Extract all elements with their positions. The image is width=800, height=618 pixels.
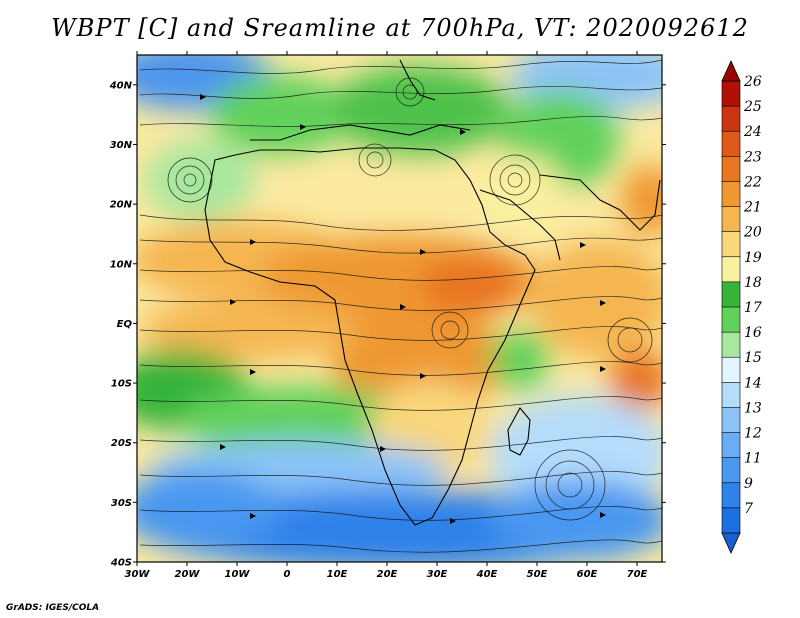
colorbar-label: 17 bbox=[744, 300, 762, 316]
colorbar-segment bbox=[721, 256, 741, 283]
x-tick-label: 10E bbox=[327, 569, 348, 580]
x-tick-label: 0 bbox=[284, 569, 291, 580]
x-tick-label: 40E bbox=[476, 569, 498, 580]
x-tick-label: 20E bbox=[377, 569, 398, 580]
plot-frame bbox=[136, 54, 663, 563]
y-tick-label: 20N bbox=[110, 200, 133, 211]
colorbar-min-triangle bbox=[721, 532, 741, 554]
x-tick-label: 30E bbox=[427, 569, 448, 580]
colorbar-segment bbox=[721, 407, 741, 434]
colorbar-segment bbox=[721, 105, 741, 133]
y-tick-label: 10N bbox=[110, 259, 133, 270]
colorbar-label: 12 bbox=[744, 426, 762, 442]
colorbar-segment bbox=[721, 356, 741, 384]
y-tick-label: EQ bbox=[117, 319, 133, 330]
colorbar-label: 14 bbox=[744, 375, 762, 391]
colorbar-label: 20 bbox=[743, 225, 762, 241]
latitude-axis: 40N 30N 20N 10N EQ 10S 20S 30S 40S bbox=[109, 80, 666, 569]
colorbar-label: 13 bbox=[744, 400, 762, 416]
x-tick-label: 70E bbox=[627, 569, 648, 580]
colorbar-label: 21 bbox=[743, 200, 762, 216]
colorbar-label: 26 bbox=[743, 74, 762, 90]
colorbar-label: 22 bbox=[743, 174, 762, 190]
colorbar-segment bbox=[721, 331, 741, 359]
colorbar-segment bbox=[721, 80, 741, 107]
colorbar-label: 16 bbox=[744, 325, 762, 341]
colorbar-segment bbox=[721, 457, 741, 484]
colorbar-segment bbox=[721, 181, 741, 208]
colorbar-label: 18 bbox=[744, 275, 762, 291]
colorbar-label: 24 bbox=[743, 124, 762, 140]
chart-title: WBPT [C] and Sreamline at 700hPa, VT: 20… bbox=[51, 14, 749, 42]
x-tick-label: 50E bbox=[527, 569, 548, 580]
credit-text: GrADS: IGES/COLA bbox=[6, 603, 100, 613]
colorbar-label: 19 bbox=[744, 250, 762, 266]
colorbar-segment bbox=[721, 156, 741, 183]
colorbar: 26 25 24 23 22 21 20 19 18 17 16 15 14 13 12 11 9 7 bbox=[721, 60, 762, 554]
colorbar-segment bbox=[721, 432, 741, 459]
colorbar-label: 25 bbox=[743, 99, 762, 115]
y-tick-label: 30N bbox=[110, 140, 133, 151]
colorbar-label: 11 bbox=[744, 451, 762, 467]
x-tick-label: 30W bbox=[125, 569, 151, 580]
colorbar-segment bbox=[721, 281, 741, 308]
colorbar-segment bbox=[721, 206, 741, 233]
x-tick-label: 20W bbox=[175, 569, 201, 580]
colorbar-segment bbox=[721, 507, 741, 534]
colorbar-label: 15 bbox=[744, 350, 762, 366]
x-tick-label: 10W bbox=[225, 569, 251, 580]
y-tick-label: 40N bbox=[109, 80, 133, 91]
colorbar-segment bbox=[721, 306, 741, 333]
colorbar-segment bbox=[721, 231, 741, 258]
colorbar-max-triangle bbox=[721, 60, 741, 82]
y-tick-label: 20S bbox=[111, 438, 132, 449]
coastlines bbox=[204, 59, 661, 526]
colorbar-label: 9 bbox=[744, 476, 753, 492]
longitude-axis: 30W 20W 10W 0 10E 20E 30E 40E 50E 60E 70E bbox=[125, 51, 648, 580]
y-tick-label: 10S bbox=[111, 379, 132, 390]
colorbar-segment bbox=[721, 130, 741, 158]
colorbar-label: 23 bbox=[743, 149, 762, 165]
streamline-arrows bbox=[200, 94, 606, 524]
colorbar-segment bbox=[721, 382, 741, 409]
streamlines bbox=[139, 59, 662, 553]
y-tick-label: 40S bbox=[110, 558, 132, 569]
colorbar-segment bbox=[721, 482, 741, 509]
colorbar-label: 7 bbox=[744, 501, 753, 517]
y-tick-label: 30S bbox=[111, 498, 132, 509]
x-tick-label: 60E bbox=[577, 569, 598, 580]
